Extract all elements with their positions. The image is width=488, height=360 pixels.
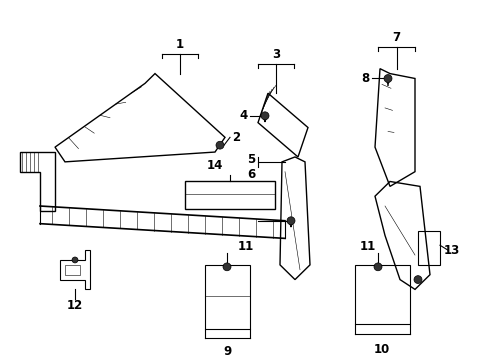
Text: 13: 13 (443, 244, 459, 257)
Text: 7: 7 (392, 31, 400, 44)
Circle shape (286, 217, 294, 225)
Bar (184, 181, 274, 209)
Text: 4: 4 (239, 109, 247, 122)
Circle shape (72, 257, 78, 263)
Circle shape (373, 263, 381, 271)
Text: 11: 11 (238, 240, 254, 253)
Bar (417, 230, 439, 265)
Text: 6: 6 (246, 168, 254, 181)
Text: 8: 8 (361, 72, 369, 85)
Circle shape (383, 75, 391, 82)
Text: 9: 9 (223, 345, 231, 358)
Text: 12: 12 (67, 299, 83, 312)
Circle shape (223, 263, 230, 271)
Text: 5: 5 (246, 153, 254, 166)
Bar (204, 265, 249, 329)
Text: 2: 2 (231, 131, 240, 144)
Circle shape (413, 276, 421, 284)
Text: 3: 3 (271, 48, 280, 61)
Text: 11: 11 (359, 240, 375, 253)
Text: 1: 1 (176, 38, 183, 51)
Text: 14: 14 (206, 159, 223, 172)
Text: 10: 10 (373, 343, 389, 356)
Bar (65, 265, 80, 275)
Circle shape (261, 112, 268, 120)
Circle shape (216, 141, 224, 149)
Bar (354, 265, 409, 324)
